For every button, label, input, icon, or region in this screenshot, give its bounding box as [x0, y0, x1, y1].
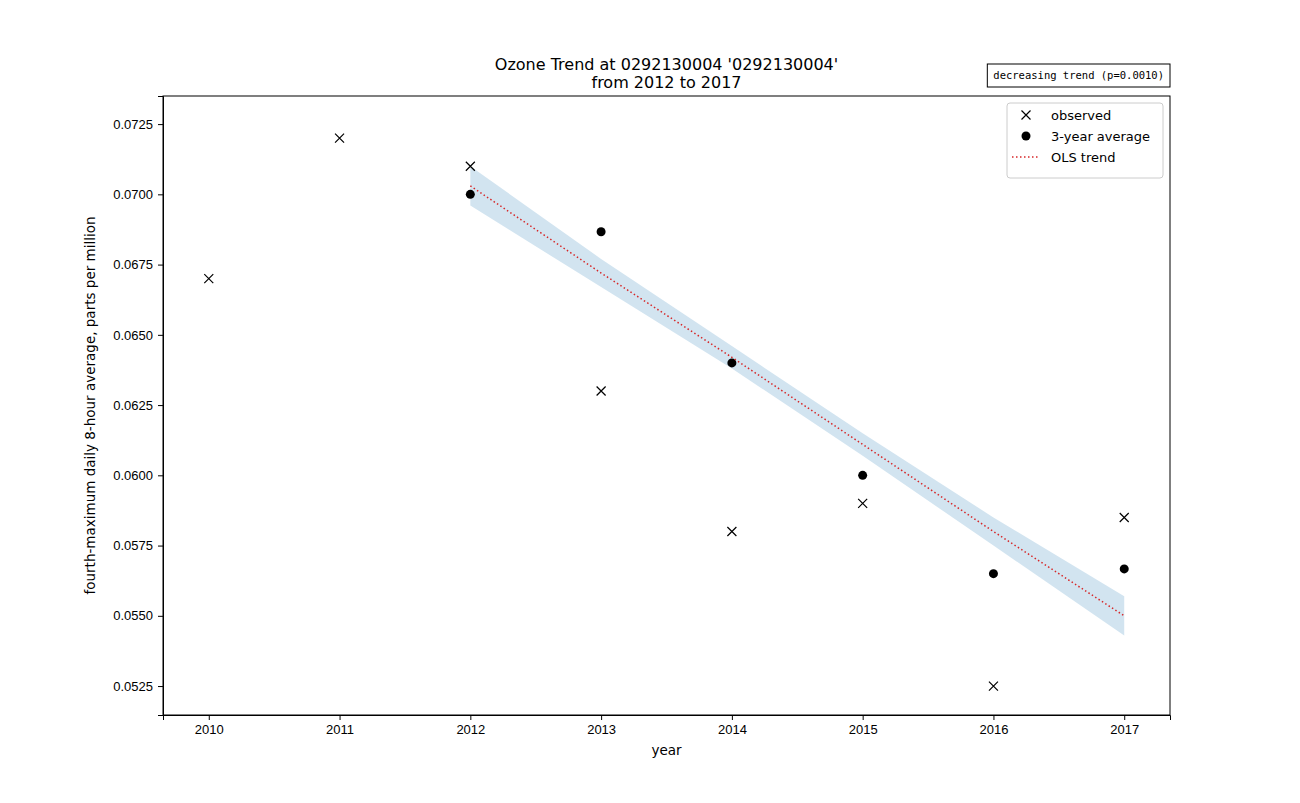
y-tick-mark	[158, 265, 163, 266]
subtitle: from 2012 to 2017	[592, 73, 742, 92]
x-tick: 2012	[456, 715, 485, 737]
x-axis-title: year	[651, 742, 682, 758]
x-tick-mark	[470, 715, 471, 720]
x-tick-mark	[601, 715, 602, 720]
legend-label: OLS trend	[1051, 150, 1116, 165]
x-tick: 2014	[718, 715, 747, 737]
plot-area	[204, 134, 1128, 691]
y-tick-mark	[158, 616, 163, 617]
chart: 201020112012201320142015201620170.05250.…	[0, 0, 1300, 803]
x-tick: 2010	[195, 715, 224, 737]
y-tick-label: 0.0675	[113, 257, 153, 272]
x-tick-mark	[732, 715, 733, 720]
point	[989, 682, 998, 691]
x-axis-line	[164, 716, 1171, 721]
point	[1120, 564, 1129, 573]
x-tick-mark	[993, 715, 994, 720]
x-tick: 2011	[326, 715, 354, 737]
trend-line	[470, 186, 1124, 616]
y-tick: 0.0675	[113, 257, 163, 272]
y-tick: 0.0525	[113, 679, 163, 694]
y-tick-label: 0.0600	[113, 468, 153, 483]
x-tick-mark	[209, 715, 210, 720]
y-tick-label: 0.0550	[113, 608, 153, 623]
y-tick: 0.0575	[113, 538, 163, 553]
legend-marker	[1022, 111, 1031, 120]
confidence-band	[470, 166, 1124, 635]
y-axis-title: fourth-maximum daily 8-hour average, par…	[82, 217, 98, 595]
annotation-box	[987, 64, 1170, 87]
y-tick-label: 0.0525	[113, 679, 153, 694]
point	[858, 471, 867, 480]
y-tick-mark	[158, 335, 163, 336]
x-tick-mark	[340, 715, 341, 720]
x-tick-label: 2015	[849, 722, 878, 737]
legend-frame	[1007, 103, 1163, 178]
legend-marker	[1012, 156, 1040, 158]
x-tick: 2016	[979, 715, 1008, 737]
y-tick: 0.0625	[113, 398, 163, 413]
y-tick: 0.0650	[113, 327, 163, 342]
y-tick-label: 0.0575	[113, 538, 153, 553]
y-tick-mark	[158, 475, 163, 476]
y-tick: 0.0600	[113, 468, 163, 483]
x-tick: 2013	[587, 715, 616, 737]
title: Ozone Trend at 0292130004 '0292130004'	[495, 55, 838, 74]
x-tick-mark	[863, 715, 864, 720]
y-axis: 0.0525 0.0550 0.0575 0.0600 0.0625 0.0650 0.06…	[113, 97, 163, 716]
point	[597, 227, 606, 236]
y-tick-mark	[158, 124, 163, 125]
y-tick-mark	[158, 546, 163, 547]
x-tick-label: 2014	[718, 722, 747, 737]
point	[989, 569, 998, 578]
point	[466, 162, 475, 171]
y-tick-mark	[158, 194, 163, 195]
point	[858, 499, 867, 508]
x-tick-label: 2017	[1110, 722, 1139, 737]
point	[335, 134, 344, 143]
x-tick-label: 2016	[979, 722, 1008, 737]
legend-label: observed	[1051, 108, 1111, 123]
y-tick: 0.0550	[113, 608, 163, 623]
plot-frame	[163, 96, 1170, 715]
x-tick-label: 2013	[587, 722, 616, 737]
point	[597, 387, 606, 396]
x-tick: 2017	[1110, 715, 1139, 737]
legend-marker	[1022, 132, 1031, 141]
x-tick-mark	[1124, 715, 1125, 720]
y-tick-label: 0.0625	[113, 398, 153, 413]
x-tick-label: 2010	[195, 722, 224, 737]
annotation-text: decreasing trend (p=0.0010)	[993, 69, 1164, 81]
y-tick: 0.0700	[113, 187, 163, 202]
legend: observed 3-year average OLS trend	[1007, 103, 1163, 178]
legend-label: 3-year average	[1051, 129, 1150, 144]
x-tick: 2015	[849, 715, 878, 737]
y-tick-label: 0.0650	[113, 327, 153, 342]
y-tick-label: 0.0700	[113, 187, 153, 202]
x-tick-label: 2011	[326, 722, 354, 737]
x-tick-label: 2012	[456, 722, 485, 737]
annotation: decreasing trend (p=0.0010)	[987, 64, 1170, 87]
point	[727, 527, 736, 536]
point	[466, 190, 475, 199]
point	[204, 274, 213, 283]
y-tick-label: 0.0725	[113, 117, 153, 132]
y-tick-mark	[158, 686, 163, 687]
y-tick: 0.0725	[113, 117, 163, 132]
point	[1120, 513, 1129, 522]
x-axis: 2010 2011 2012 2013 2014 2015 2016 2017	[164, 715, 1171, 737]
y-tick-mark	[158, 405, 163, 406]
